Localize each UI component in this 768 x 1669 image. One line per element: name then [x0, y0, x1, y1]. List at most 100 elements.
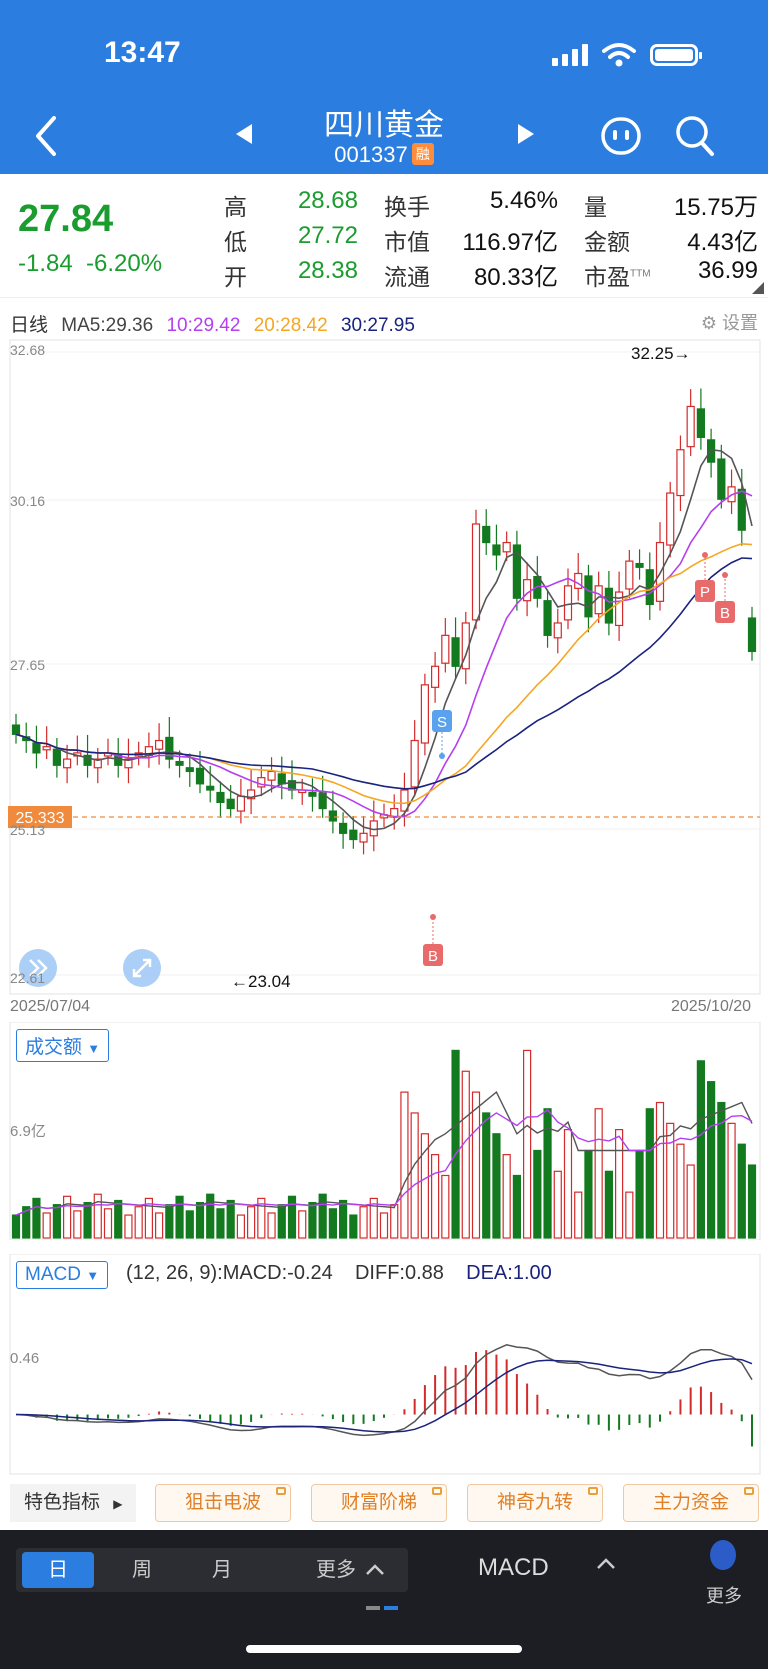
candle-body — [83, 754, 92, 766]
candle-body — [441, 634, 450, 664]
volume-bar — [124, 1214, 133, 1239]
stock-code: 001337 融 — [0, 142, 768, 168]
ma-legend: 日线 MA5:29.36 10:29.42 20:28.42 30:27.95 — [10, 310, 415, 337]
feature-magic-nine[interactable]: 神奇九转 — [467, 1484, 603, 1522]
candle-body — [543, 600, 552, 636]
signal-b-text-1: B — [428, 948, 438, 965]
stat-value-amount: 4.43亿 — [687, 229, 758, 256]
candle-body — [431, 665, 440, 688]
period-selector: 日 周 月 更多 — [16, 1548, 408, 1592]
expand-corner-icon[interactable] — [752, 282, 764, 294]
home-indicator — [246, 1645, 522, 1653]
volume-bar — [52, 1204, 61, 1239]
indicator-selector[interactable]: MACD — [478, 1554, 617, 1582]
stat-label-amount: 金额 — [584, 229, 630, 255]
volume-bar — [308, 1201, 317, 1239]
settings-button[interactable]: ⚙ 设置 — [701, 309, 758, 335]
volume-bar — [461, 1070, 470, 1239]
candle-body — [512, 544, 521, 599]
feature-main-funds[interactable]: 主力资金 — [623, 1484, 759, 1522]
price-axis-label-1: 32.68 — [10, 342, 46, 358]
candle-body — [523, 579, 532, 602]
signal-b-badge-2 — [715, 601, 735, 623]
candle-body — [165, 736, 174, 760]
period-day[interactable]: 日 — [22, 1552, 94, 1588]
volume-bar — [625, 1191, 634, 1239]
volume-bar — [747, 1164, 757, 1239]
chat-icon[interactable] — [600, 116, 642, 156]
candle-body — [236, 795, 245, 812]
ma5-value: MA5:29.36 — [61, 315, 154, 336]
volume-bar — [144, 1197, 153, 1239]
period-more[interactable]: 更多 — [316, 1559, 356, 1581]
candle-body — [686, 405, 695, 448]
macd-chart[interactable] — [0, 1254, 768, 1476]
volume-ma10-line — [15, 1109, 753, 1216]
signal-icon — [552, 44, 588, 66]
stat-label-turnover: 换手 — [384, 194, 430, 220]
feature-sniper-wave[interactable]: 狙击电波 — [155, 1484, 291, 1522]
stat-value-turnover: 5.46% — [489, 187, 558, 214]
volume-bar — [635, 1149, 644, 1239]
volume-chart[interactable] — [0, 1022, 768, 1240]
diff-line — [15, 1344, 753, 1437]
prev-stock-icon[interactable] — [236, 124, 252, 144]
macd-indicator-selector[interactable]: MACD ▼ — [16, 1261, 109, 1289]
volume-bar — [737, 1143, 746, 1239]
feature-label-3: 神奇九转 — [496, 1492, 573, 1513]
volume-bar — [175, 1195, 184, 1239]
date-start: 2025/07/04 — [10, 998, 91, 1015]
candle-body — [635, 562, 644, 568]
feature-wealth-ladder[interactable]: 财富阶梯 — [311, 1484, 447, 1522]
assistant-avatar[interactable] — [710, 1540, 736, 1570]
period-week[interactable]: 周 — [132, 1559, 152, 1581]
period-label: 日线 — [10, 315, 49, 336]
volume-bar — [553, 1170, 562, 1239]
stat-value-pe: 36.99 — [697, 257, 758, 284]
volume-indicator-selector[interactable]: 成交额 ▼ — [16, 1029, 110, 1062]
period-month[interactable]: 月 — [212, 1559, 232, 1581]
change-percent: -6.20% — [86, 250, 163, 277]
chevron-up-icon[interactable] — [364, 1560, 386, 1580]
stat-label-low: 低 — [224, 229, 247, 255]
gear-icon: ⚙ — [700, 313, 717, 333]
candle-body — [175, 760, 184, 766]
current-price-tag: 25.333 — [16, 810, 65, 827]
feature-indicators-tab[interactable]: 特色指标 ▶ — [10, 1484, 136, 1522]
volume-border — [9, 1022, 761, 1240]
more-button[interactable]: 更多 — [706, 1586, 742, 1606]
candle-body — [584, 575, 593, 618]
next-stock-icon[interactable] — [518, 124, 534, 144]
volume-bar — [206, 1193, 215, 1239]
signal-s-dot — [439, 753, 445, 759]
volume-bar — [277, 1204, 286, 1239]
settings-label: 设置 — [722, 313, 758, 333]
high-marker: 32.25→ — [631, 344, 691, 363]
volume-bar — [216, 1208, 225, 1239]
candle-body — [277, 773, 286, 785]
candle-body — [420, 684, 429, 744]
signal-b-badge-1 — [423, 944, 443, 966]
ma-lines — [15, 448, 753, 831]
candle-body — [195, 767, 205, 785]
candle-body — [155, 739, 164, 750]
stat-value-open: 28.38 — [297, 257, 358, 284]
current-price-tag-bg — [8, 806, 72, 828]
candles — [11, 388, 757, 855]
price-axis-label-3: 27.65 — [10, 657, 46, 673]
volume-bar — [727, 1122, 736, 1239]
candle-body — [328, 810, 337, 822]
stat-label-pe: 市盈TTM — [584, 258, 651, 292]
back-icon[interactable] — [30, 112, 64, 160]
volume-bar — [563, 1129, 573, 1239]
search-icon[interactable] — [674, 114, 716, 158]
price-change: -1.84 -6.20% — [18, 250, 162, 278]
dropdown-icon: ▼ — [87, 1041, 101, 1056]
volume-bar — [318, 1193, 327, 1239]
battery-icon — [650, 44, 702, 66]
volume-bar — [492, 1133, 501, 1239]
macd-selector-label: MACD — [25, 1264, 81, 1285]
candle-body — [42, 746, 51, 751]
margin-badge: 融 — [411, 143, 434, 165]
candlestick-chart[interactable]: 25.333 32.25→ ←23.04 S B P B — [0, 338, 768, 998]
